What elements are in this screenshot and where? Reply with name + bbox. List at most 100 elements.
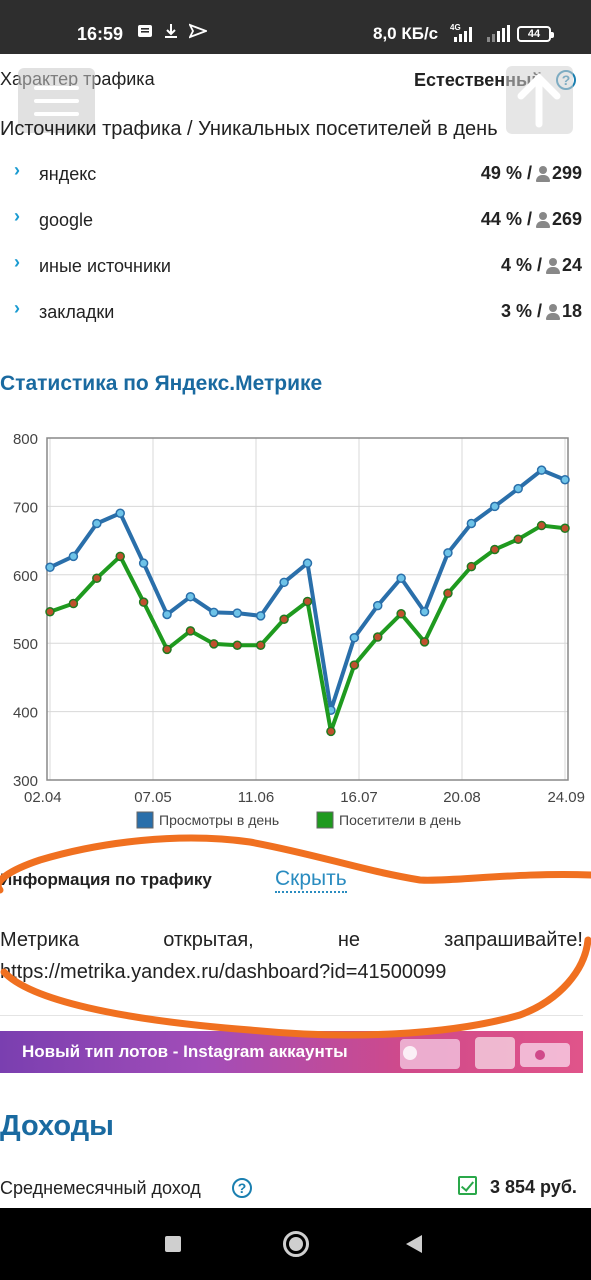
chevron-right-icon: › bbox=[14, 298, 20, 318]
traffic-info-text: Метрика открытая, не запрашивайте! https… bbox=[0, 924, 583, 988]
menu-bar bbox=[34, 112, 79, 116]
data-point bbox=[162, 609, 172, 620]
x-tick-label: 20.08 bbox=[443, 789, 481, 806]
data-point bbox=[302, 558, 313, 568]
divider bbox=[0, 1015, 583, 1016]
menu-button[interactable] bbox=[18, 68, 95, 133]
menu-bar bbox=[34, 99, 79, 103]
legend-swatch bbox=[316, 811, 334, 829]
arrow-up-icon bbox=[517, 73, 561, 128]
data-point bbox=[513, 483, 523, 494]
data-point bbox=[372, 632, 383, 642]
data-point bbox=[490, 501, 500, 512]
source-value: 3 % / 18 bbox=[501, 301, 582, 322]
info-line: Метрика открытая, не запрашивайте! bbox=[0, 924, 583, 956]
status-time: 16:59 bbox=[77, 24, 124, 44]
data-point bbox=[560, 523, 570, 534]
y-tick-label: 400 bbox=[13, 705, 38, 722]
chevron-right-icon: › bbox=[14, 206, 20, 226]
x-tick-label: 24.09 bbox=[547, 789, 585, 806]
signal-4g-icon: 4G bbox=[450, 23, 472, 42]
data-point bbox=[255, 611, 266, 621]
income-title: Доходы bbox=[0, 1110, 114, 1142]
y-tick-label: 700 bbox=[13, 499, 38, 516]
metrika-url[interactable]: https://metrika.yandex.ru/dashboard?id=4… bbox=[0, 961, 447, 983]
data-point bbox=[68, 551, 79, 562]
data-point bbox=[45, 562, 55, 573]
home-button[interactable] bbox=[283, 1231, 309, 1257]
data-point bbox=[185, 591, 196, 602]
data-point bbox=[232, 608, 243, 618]
y-tick-label: 300 bbox=[13, 773, 38, 790]
data-point bbox=[302, 596, 313, 607]
data-point bbox=[326, 726, 336, 737]
recents-button[interactable] bbox=[165, 1236, 181, 1252]
source-row: › иные источники 4 % / 24 bbox=[0, 252, 591, 282]
data-point bbox=[513, 534, 523, 544]
status-speed: 8,0 КБ/с bbox=[373, 24, 439, 43]
x-tick-label: 11.06 bbox=[238, 789, 274, 806]
status-notification-icons bbox=[137, 23, 207, 39]
data-point bbox=[138, 597, 149, 607]
battery-icon: 44 bbox=[517, 26, 554, 42]
banner-illustration-icon bbox=[400, 1037, 570, 1069]
data-point bbox=[536, 465, 547, 475]
source-visitors: 299 bbox=[551, 163, 582, 183]
source-row: › закладки 3 % / 18 bbox=[0, 298, 591, 328]
data-point bbox=[419, 606, 430, 617]
user-icon bbox=[545, 303, 560, 320]
avg-income-label: Среднемесячный доход bbox=[0, 1178, 201, 1198]
source-value: 49 % / 299 bbox=[481, 163, 582, 184]
battery-level: 44 bbox=[527, 28, 541, 40]
help-icon[interactable]: ? bbox=[232, 1178, 252, 1198]
data-point bbox=[466, 561, 477, 572]
data-point bbox=[419, 637, 430, 647]
scroll-up-button[interactable] bbox=[506, 66, 573, 134]
data-point bbox=[232, 640, 243, 651]
source-percent: 44 % / bbox=[480, 209, 532, 229]
data-point bbox=[45, 606, 55, 617]
y-tick-label: 500 bbox=[13, 636, 38, 653]
back-button[interactable] bbox=[406, 1235, 422, 1253]
data-point bbox=[68, 598, 79, 609]
data-point bbox=[279, 614, 289, 625]
legend-label: Просмотры в день bbox=[159, 812, 279, 828]
y-tick-label: 600 bbox=[13, 568, 38, 585]
network-type: 4G bbox=[450, 23, 461, 32]
data-point bbox=[92, 518, 102, 529]
status-bar: 16:59 8,0 КБ/с 4G 44 bbox=[0, 0, 591, 54]
data-point bbox=[115, 508, 125, 518]
message-icon bbox=[138, 25, 152, 37]
source-visitors: 24 bbox=[561, 255, 582, 275]
data-point bbox=[396, 573, 406, 583]
avg-income-value: 3 854 руб. bbox=[490, 1177, 577, 1197]
data-point bbox=[466, 518, 477, 529]
legend-label: Посетители в день bbox=[339, 812, 461, 828]
user-icon bbox=[535, 211, 550, 228]
traffic-info-title: Информация по трафику bbox=[0, 870, 212, 889]
chevron-right-icon: › bbox=[14, 252, 20, 272]
traffic-sources-title: Источники трафика / Уникальных посетител… bbox=[0, 118, 498, 140]
data-point bbox=[162, 644, 172, 655]
data-point bbox=[255, 640, 266, 651]
data-point bbox=[92, 573, 102, 583]
data-point bbox=[185, 626, 196, 636]
data-point bbox=[115, 551, 125, 562]
x-tick-label: 16.07 bbox=[340, 789, 378, 806]
info-word: запрашивайте! bbox=[444, 929, 583, 951]
source-row: › google 44 % / 269 bbox=[0, 206, 591, 236]
x-tick-label: 07.05 bbox=[134, 789, 172, 806]
source-percent: 4 % / bbox=[500, 255, 542, 275]
source-value: 4 % / 24 bbox=[501, 255, 582, 276]
source-name: google bbox=[39, 210, 94, 230]
y-tick-label: 800 bbox=[13, 431, 38, 448]
chevron-right-icon: › bbox=[14, 160, 20, 180]
download-icon bbox=[165, 24, 177, 38]
promo-banner[interactable]: Новый тип лотов - Instagram аккаунты bbox=[0, 1031, 583, 1073]
android-nav-bar bbox=[0, 1208, 591, 1280]
user-icon bbox=[545, 257, 560, 274]
banner-text: Новый тип лотов - Instagram аккаунты bbox=[22, 1042, 348, 1061]
data-point bbox=[209, 607, 219, 618]
hide-link[interactable]: Скрыть bbox=[275, 867, 347, 893]
info-word: не bbox=[337, 929, 360, 951]
